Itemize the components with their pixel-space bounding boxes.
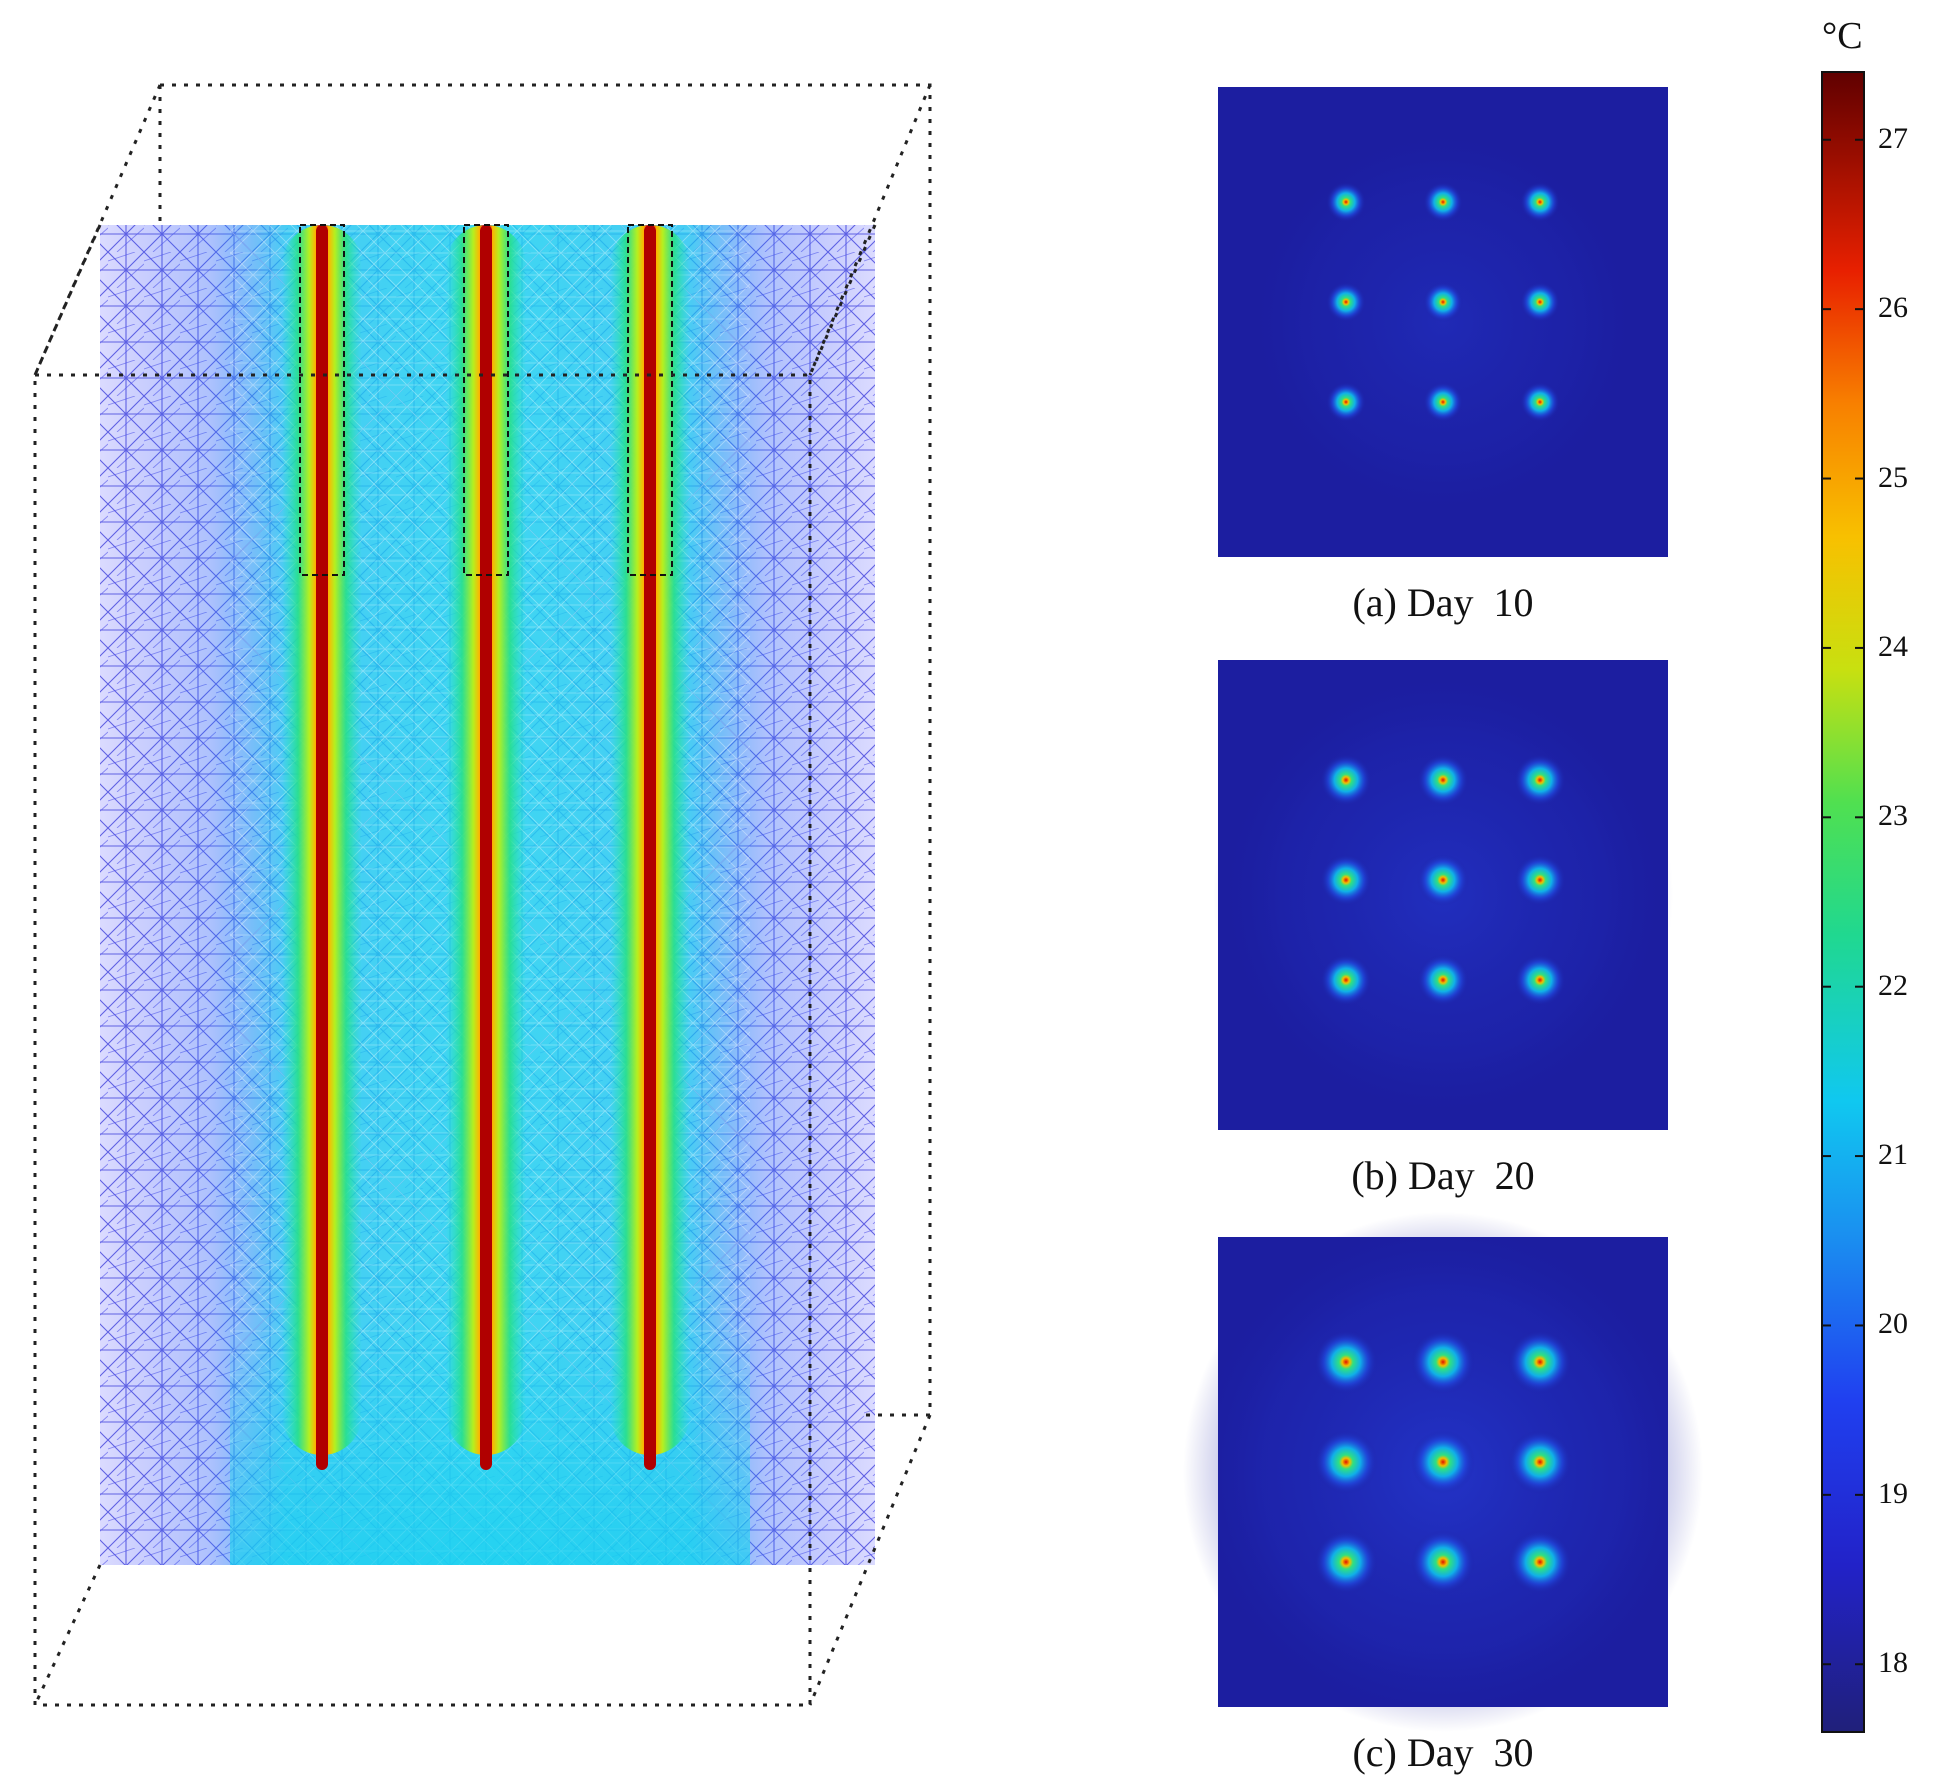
heat-source (1314, 1530, 1378, 1594)
heat-source (1314, 1330, 1378, 1394)
domain-outline (33, 83, 932, 1707)
colorbar-ticks (1822, 138, 1864, 1666)
borehole-3 (610, 225, 690, 1470)
heat-source (1411, 1430, 1475, 1494)
heat-source (1320, 754, 1372, 806)
heat-source (1417, 854, 1469, 906)
heat-source (1514, 954, 1566, 1006)
plan-view-panels (1183, 87, 1703, 1732)
colorbar-tick-label: 27 (1878, 121, 1908, 155)
borehole-2 (446, 225, 526, 1470)
colorbar-tick-label: 26 (1878, 291, 1908, 325)
colorbar-tick-label: 22 (1878, 968, 1908, 1002)
heat-source (1520, 182, 1560, 222)
panel-caption: (c) Day 30 (1352, 1730, 1534, 1775)
heat-source (1508, 1530, 1572, 1594)
heat-source (1514, 854, 1566, 906)
colorbar (1821, 71, 1865, 1733)
panel-caption: (a) Day 10 (1352, 580, 1534, 625)
heat-source (1508, 1430, 1572, 1494)
heat-source (1423, 282, 1463, 322)
heat-source (1326, 382, 1366, 422)
panel-day-10 (1218, 87, 1668, 557)
colorbar-unit: °C (1822, 15, 1863, 57)
colorbar-tick-label: 21 (1878, 1138, 1908, 1172)
collar-box-3 (627, 224, 673, 576)
borehole-collars (299, 224, 673, 576)
panel-caption: (b) Day 20 (1351, 1153, 1535, 1198)
colorbar-tick-label: 20 (1878, 1307, 1908, 1341)
heat-source (1326, 282, 1366, 322)
colorbar-tick-label: 23 (1878, 799, 1908, 833)
heat-source (1326, 182, 1366, 222)
colorbar-tick-label: 18 (1878, 1646, 1908, 1680)
heat-source (1520, 382, 1560, 422)
colorbar-tick-label: 19 (1878, 1476, 1908, 1510)
heat-source (1320, 954, 1372, 1006)
heat-source (1508, 1330, 1572, 1394)
heat-source (1417, 754, 1469, 806)
heat-source (1411, 1330, 1475, 1394)
panel-day-20 (1213, 660, 1673, 1130)
colorbar-tick-label: 24 (1878, 629, 1908, 663)
heat-source (1520, 282, 1560, 322)
heat-source (1423, 382, 1463, 422)
panel-day-30 (1183, 1212, 1703, 1732)
heat-source (1423, 182, 1463, 222)
collar-box-1 (299, 224, 345, 576)
heat-source (1314, 1430, 1378, 1494)
borehole-plumes (282, 225, 690, 1470)
heat-source (1417, 954, 1469, 1006)
collar-box-2 (463, 224, 509, 576)
3d-section (100, 224, 875, 1565)
colorbar-tick-label: 25 (1878, 460, 1908, 494)
heat-source (1514, 754, 1566, 806)
heat-source (1320, 854, 1372, 906)
heat-source (1411, 1530, 1475, 1594)
borehole-1 (282, 225, 362, 1470)
